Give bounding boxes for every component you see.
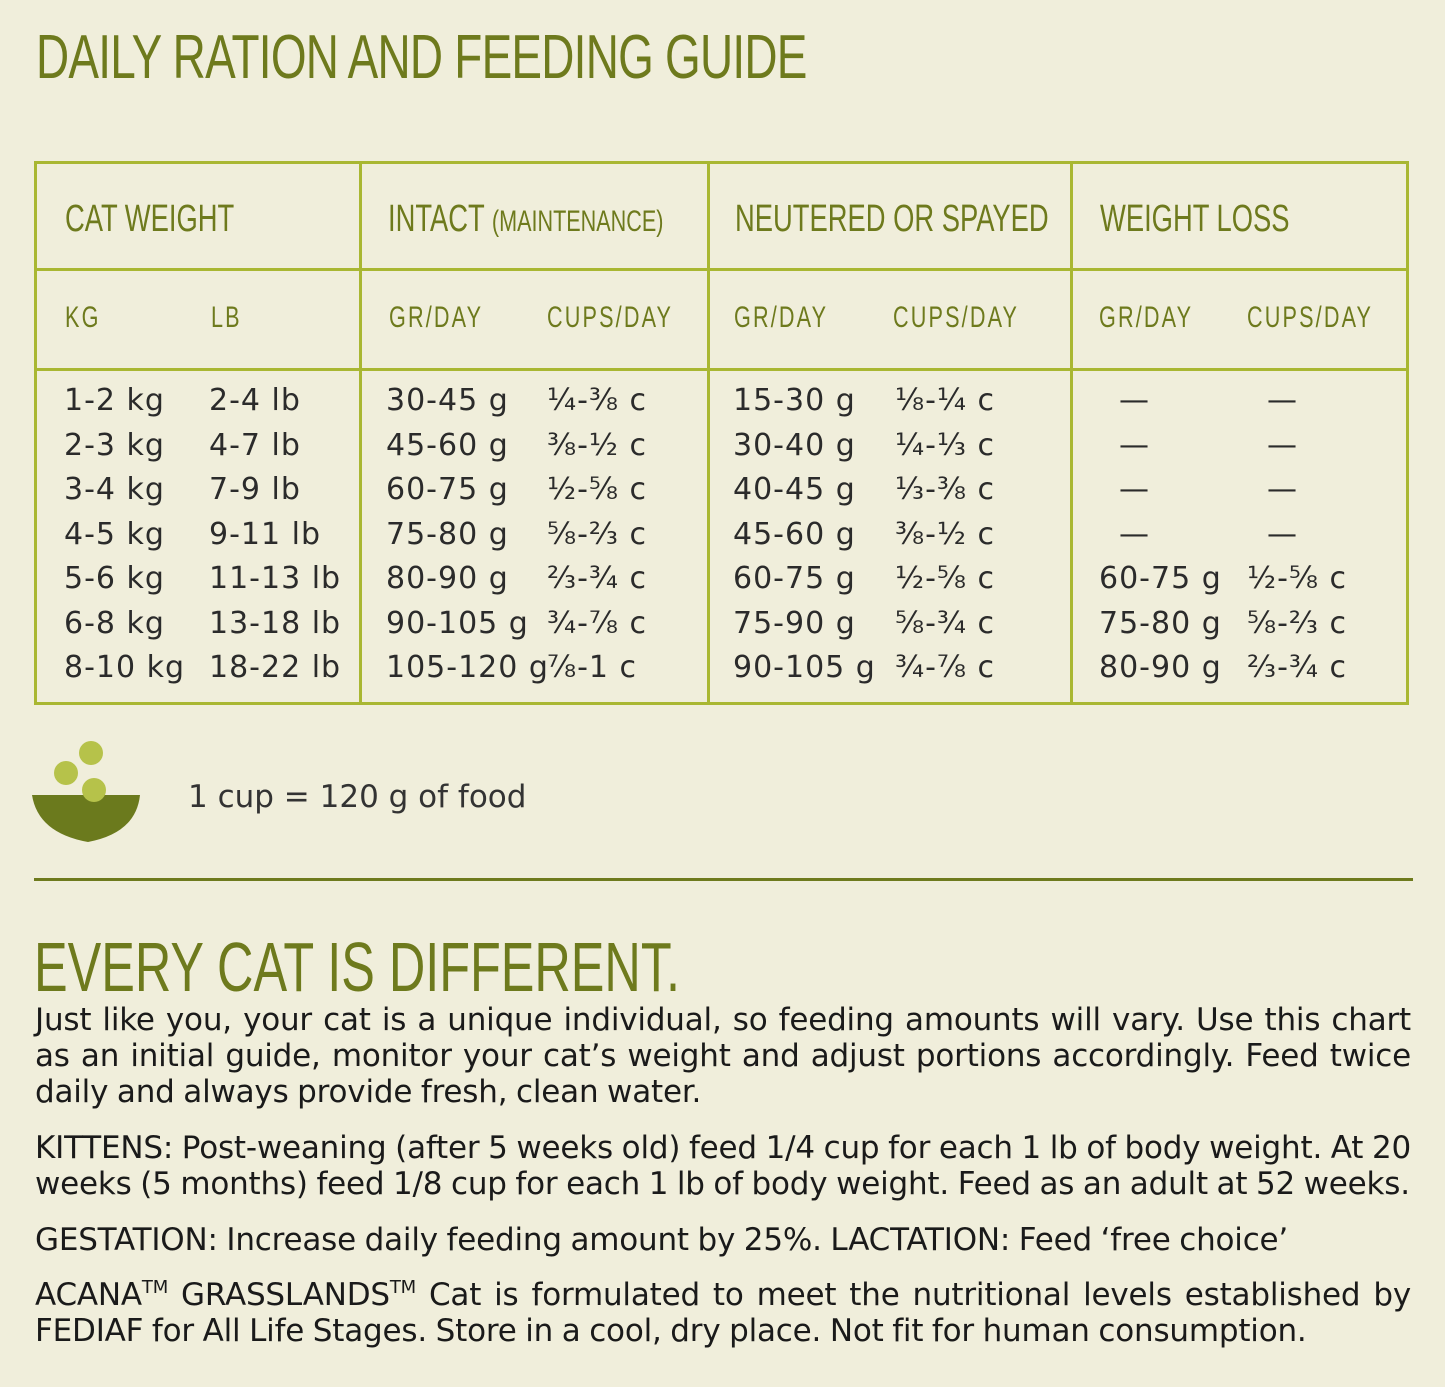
table-cell: ⅓-⅜ c — [895, 472, 996, 507]
header-cat-weight: CAT WEIGHT — [65, 198, 235, 240]
subheader-neutered-cups: CUPS/DAY — [893, 301, 1020, 334]
table-cell: 11-13 lb — [209, 561, 342, 596]
subheader-neutered-gr: GR/DAY — [734, 301, 829, 334]
cup-conversion-note: 1 cup = 120 g of food — [188, 779, 527, 815]
table-cell: — — [1119, 427, 1150, 463]
section-divider — [34, 878, 1413, 881]
table-cell: 8-10 kg — [64, 650, 186, 685]
table-cell: 80-90 g — [1099, 650, 1222, 685]
table-cell: 2-3 kg — [64, 427, 165, 463]
feeding-table: CAT WEIGHT INTACT (MAINTENANCE) NEUTERED… — [34, 161, 1409, 705]
table-cell: — — [1119, 472, 1150, 507]
subheader-intact-gr: GR/DAY — [389, 301, 484, 334]
table-cell: ⅝-⅔ c — [1247, 605, 1348, 641]
subheader-lb: LB — [211, 301, 242, 334]
column-lb: 2-4 lb 4-7 lb 7-9 lb 9-11 lb 11-13 lb 13… — [209, 379, 341, 691]
table-cell: ⅝-¾ c — [895, 605, 996, 641]
table-cell: 90-105 g — [733, 650, 876, 685]
table-cell: ⅜-½ c — [895, 516, 996, 552]
table-cell: 60-75 g — [386, 472, 509, 507]
table-cell: ⅜-½ c — [547, 427, 648, 463]
table-cell: 1-2 kg — [64, 383, 165, 418]
header-intact-note: (MAINTENANCE) — [491, 205, 664, 238]
table-cell: 5-6 kg — [64, 561, 165, 596]
table-cell: 45-60 g — [386, 427, 509, 463]
table-cell: 80-90 g — [386, 561, 509, 596]
subheader-kg: KG — [65, 301, 101, 334]
table-cell: 6-8 kg — [64, 605, 165, 641]
header-intact: INTACT (MAINTENANCE) — [388, 198, 663, 241]
table-cell: — — [1267, 472, 1298, 507]
column-neutered-grams: 15-30 g 30-40 g 40-45 g 45-60 g 60-75 g … — [733, 379, 876, 691]
table-cell: 13-18 lb — [209, 605, 342, 641]
table-cell: ¼-⅓ c — [895, 427, 996, 463]
product-name: GRASSLANDS — [168, 1277, 390, 1313]
trademark-mark: TM — [389, 1277, 416, 1298]
table-cell: 45-60 g — [733, 516, 856, 552]
gestation-paragraph: GESTATION: Increase daily feeding amount… — [35, 1222, 1289, 1258]
table-cell: 2-4 lb — [209, 383, 301, 418]
column-divider — [359, 164, 362, 702]
table-cell: 40-45 g — [733, 472, 856, 507]
header-intact-label: INTACT — [388, 198, 485, 240]
table-cell: 15-30 g — [733, 383, 856, 418]
table-cell: 60-75 g — [1099, 561, 1222, 596]
statement-text: Cat is formulated to meet the nutritiona… — [35, 1277, 1411, 1349]
table-cell: ½-⅝ c — [1247, 561, 1348, 596]
table-cell: ⅔-¾ c — [547, 561, 648, 596]
section-title: EVERY CAT IS DIFFERENT. — [34, 928, 681, 1006]
row-divider — [37, 268, 1406, 271]
header-neutered: NEUTERED OR SPAYED — [735, 198, 1049, 240]
table-cell: ¾-⅞ c — [895, 650, 996, 685]
table-cell: 4-5 kg — [64, 516, 165, 552]
table-cell: 30-45 g — [386, 383, 509, 418]
table-cell: ½-⅝ c — [895, 561, 996, 596]
statement-paragraph: ACANATM GRASSLANDSTM Cat is formulated t… — [35, 1277, 1411, 1349]
table-cell: — — [1267, 383, 1298, 418]
table-cell: 4-7 lb — [209, 427, 301, 463]
table-cell: ½-⅝ c — [547, 472, 648, 507]
table-cell: ¼-⅜ c — [547, 383, 648, 418]
table-cell: — — [1119, 516, 1150, 552]
table-cell: 105-120 g — [386, 650, 549, 685]
brand-name: ACANA — [35, 1277, 142, 1313]
table-cell: 3-4 kg — [64, 472, 165, 507]
column-intact-cups: ¼-⅜ c ⅜-½ c ½-⅝ c ⅝-⅔ c ⅔-¾ c ¾-⅞ c ⅞-1 … — [547, 379, 647, 691]
column-divider — [1070, 164, 1073, 702]
table-cell: 75-80 g — [1099, 605, 1222, 641]
table-cell: ¾-⅞ c — [547, 605, 648, 641]
intro-paragraph: Just like you, your cat is a unique indi… — [35, 1002, 1411, 1110]
page-title: DAILY RATION AND FEEDING GUIDE — [36, 23, 807, 92]
row-divider — [37, 368, 1406, 371]
subheader-loss-gr: GR/DAY — [1099, 301, 1194, 334]
column-neutered-cups: ⅛-¼ c ¼-⅓ c ⅓-⅜ c ⅜-½ c ½-⅝ c ⅝-¾ c ¾-⅞ … — [895, 379, 995, 691]
table-cell: ⅞-1 c — [547, 650, 638, 685]
table-cell: ⅔-¾ c — [1247, 650, 1348, 685]
table-cell: — — [1119, 383, 1150, 418]
table-cell: ⅝-⅔ c — [547, 516, 648, 552]
table-cell: 9-11 lb — [209, 516, 321, 552]
table-cell: — — [1267, 516, 1298, 552]
column-loss-cups: — — — — ½-⅝ c ⅝-⅔ c ⅔-¾ c — [1247, 379, 1347, 691]
column-kg: 1-2 kg 2-3 kg 3-4 kg 4-5 kg 5-6 kg 6-8 k… — [64, 379, 185, 691]
kittens-paragraph: KITTENS: Post-weaning (after 5 weeks old… — [35, 1130, 1411, 1202]
table-cell: 75-80 g — [386, 516, 509, 552]
subheader-intact-cups: CUPS/DAY — [547, 301, 674, 334]
table-cell: 90-105 g — [386, 605, 529, 641]
table-cell: 18-22 lb — [209, 650, 342, 685]
column-loss-grams: — — — — 60-75 g 75-80 g 80-90 g — [1099, 379, 1229, 691]
column-intact-grams: 30-45 g 45-60 g 60-75 g 75-80 g 80-90 g … — [386, 379, 549, 691]
table-cell: 7-9 lb — [209, 472, 301, 507]
header-weight-loss: WEIGHT LOSS — [1100, 198, 1290, 240]
table-cell: 30-40 g — [733, 427, 856, 463]
table-cell: 75-90 g — [733, 605, 856, 641]
column-divider — [707, 164, 710, 702]
table-cell: ⅛-¼ c — [895, 383, 996, 418]
food-bowl-icon — [32, 741, 140, 842]
trademark-mark: TM — [141, 1277, 169, 1298]
table-cell: — — [1267, 427, 1298, 463]
table-cell: 60-75 g — [733, 561, 856, 596]
subheader-loss-cups: CUPS/DAY — [1247, 301, 1374, 334]
